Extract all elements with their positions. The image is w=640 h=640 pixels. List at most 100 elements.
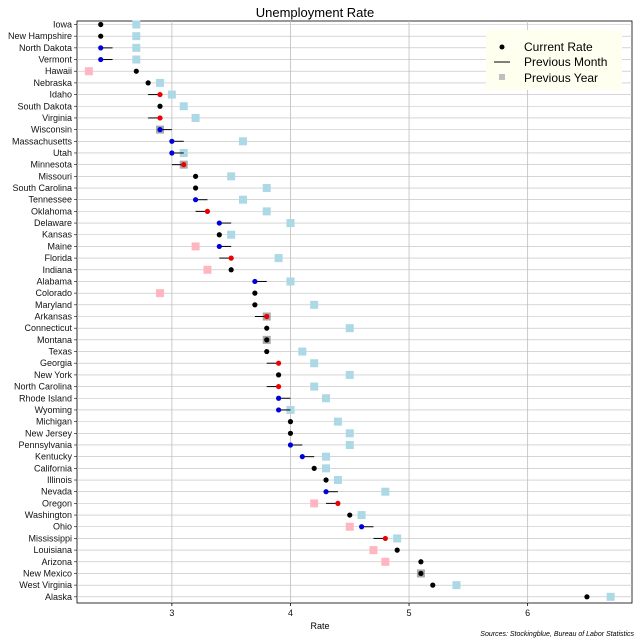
- current-rate-point: [252, 278, 258, 285]
- y-tick-label: Louisiana: [33, 545, 72, 555]
- previous-year-marker: [310, 499, 319, 508]
- current-rate-point: [98, 56, 104, 63]
- current-rate-point: [394, 547, 400, 553]
- y-tick-label: Georgia: [40, 358, 72, 368]
- y-tick-label: Maryland: [35, 300, 72, 310]
- current-rate-point: [359, 524, 365, 530]
- y-tick-label: Minnesota: [30, 160, 72, 170]
- y-tick-label: Wisconsin: [31, 125, 72, 135]
- current-rate-point: [347, 512, 353, 518]
- chart-title: Unemployment Rate: [256, 5, 375, 20]
- current-rate-point: [98, 45, 104, 51]
- previous-year-marker: [262, 207, 271, 216]
- previous-year-marker: [132, 43, 141, 52]
- y-tick-label: Illinois: [47, 475, 73, 485]
- current-rate-point: [192, 173, 199, 179]
- x-tick-label: 3: [169, 608, 174, 618]
- legend: Current Rate Previous Month Previous Yea…: [486, 30, 622, 90]
- data-marks: [84, 20, 615, 601]
- current-rate-point: [276, 372, 282, 378]
- y-tick-label: Tennessee: [28, 195, 72, 205]
- y-tick-label: New Hampshire: [8, 31, 72, 41]
- current-rate-point: [192, 197, 199, 203]
- legend-year-label: Previous Year: [524, 71, 598, 85]
- previous-year-marker: [345, 522, 354, 531]
- y-tick-label: Oklahoma: [31, 206, 72, 216]
- legend-year-marker: [499, 74, 505, 80]
- y-tick-label: Mississippi: [28, 533, 72, 543]
- current-rate-point: [382, 535, 388, 542]
- previous-year-marker: [322, 464, 331, 473]
- previous-year-marker: [606, 592, 615, 601]
- previous-year-marker: [132, 32, 141, 41]
- y-tick-label: Rhode Island: [19, 393, 72, 403]
- grid-lines: [74, 21, 632, 606]
- current-rate-point: [264, 313, 270, 320]
- current-rate-point: [430, 582, 436, 588]
- current-rate-point: [418, 559, 424, 565]
- y-tick-label: Oregon: [42, 498, 72, 508]
- y-tick-label: North Carolina: [14, 382, 72, 392]
- current-rate-point: [276, 383, 282, 390]
- y-tick-label: New York: [34, 370, 73, 380]
- current-rate-point: [276, 360, 282, 366]
- y-tick-label: Ohio: [53, 522, 72, 532]
- current-rate-point: [204, 208, 211, 214]
- legend-box: [486, 30, 622, 90]
- previous-year-marker: [191, 113, 200, 122]
- current-rate-point: [169, 138, 175, 144]
- y-tick-label: Texas: [48, 347, 72, 357]
- current-rate-point: [252, 302, 258, 308]
- current-rate-point: [264, 348, 270, 355]
- current-rate-point: [276, 407, 282, 413]
- current-rate-point: [287, 430, 294, 436]
- current-rate-point: [98, 33, 104, 39]
- previous-year-marker: [452, 581, 461, 590]
- current-rate-point: [252, 290, 258, 296]
- previous-year-marker: [298, 347, 307, 356]
- current-rate-point: [216, 220, 222, 226]
- current-rate-point: [299, 454, 305, 460]
- current-rate-point: [228, 267, 234, 273]
- y-tick-label: Wyoming: [35, 405, 72, 415]
- current-rate-point: [264, 337, 270, 343]
- y-tick-label: Massachusetts: [12, 136, 73, 146]
- previous-year-marker: [381, 487, 390, 496]
- y-tick-label: Nevada: [41, 487, 72, 497]
- y-tick-label: Arizona: [41, 557, 72, 567]
- y-tick-label: Virginia: [42, 113, 72, 123]
- y-tick-label: Missouri: [38, 171, 72, 181]
- previous-year-marker: [274, 254, 283, 263]
- current-rate-point: [287, 419, 294, 425]
- previous-year-marker: [310, 300, 319, 309]
- y-tick-label: New Mexico: [23, 568, 72, 578]
- previous-year-marker: [167, 90, 176, 99]
- previous-year-marker: [357, 511, 366, 520]
- legend-current-marker: [499, 44, 505, 50]
- previous-year-marker: [203, 265, 212, 274]
- current-rate-point: [157, 127, 163, 133]
- current-rate-point: [584, 594, 590, 600]
- y-tick-label: South Dakota: [17, 101, 72, 111]
- y-tick-label: Kentucky: [35, 452, 73, 462]
- x-tick-label: 4: [288, 608, 293, 618]
- x-axis-title: Rate: [310, 621, 329, 631]
- current-rate-point: [145, 80, 151, 86]
- x-tick-label: 6: [525, 608, 530, 618]
- y-tick-label: Arkansas: [34, 312, 72, 322]
- previous-year-marker: [262, 184, 271, 193]
- y-tick-label: Delaware: [34, 218, 72, 228]
- current-rate-point: [169, 150, 175, 156]
- previous-year-marker: [345, 440, 354, 449]
- y-tick-label: Michigan: [36, 417, 72, 427]
- previous-year-marker: [156, 289, 165, 298]
- previous-year-marker: [286, 219, 295, 228]
- current-rate-point: [181, 162, 187, 168]
- y-tick-label: Montana: [37, 335, 72, 345]
- previous-year-marker: [310, 382, 319, 391]
- current-rate-point: [264, 325, 270, 331]
- y-tick-label: Indiana: [42, 265, 72, 275]
- previous-year-marker: [239, 137, 248, 146]
- y-tick-label: Hawaii: [45, 66, 72, 76]
- current-rate-point: [323, 489, 329, 495]
